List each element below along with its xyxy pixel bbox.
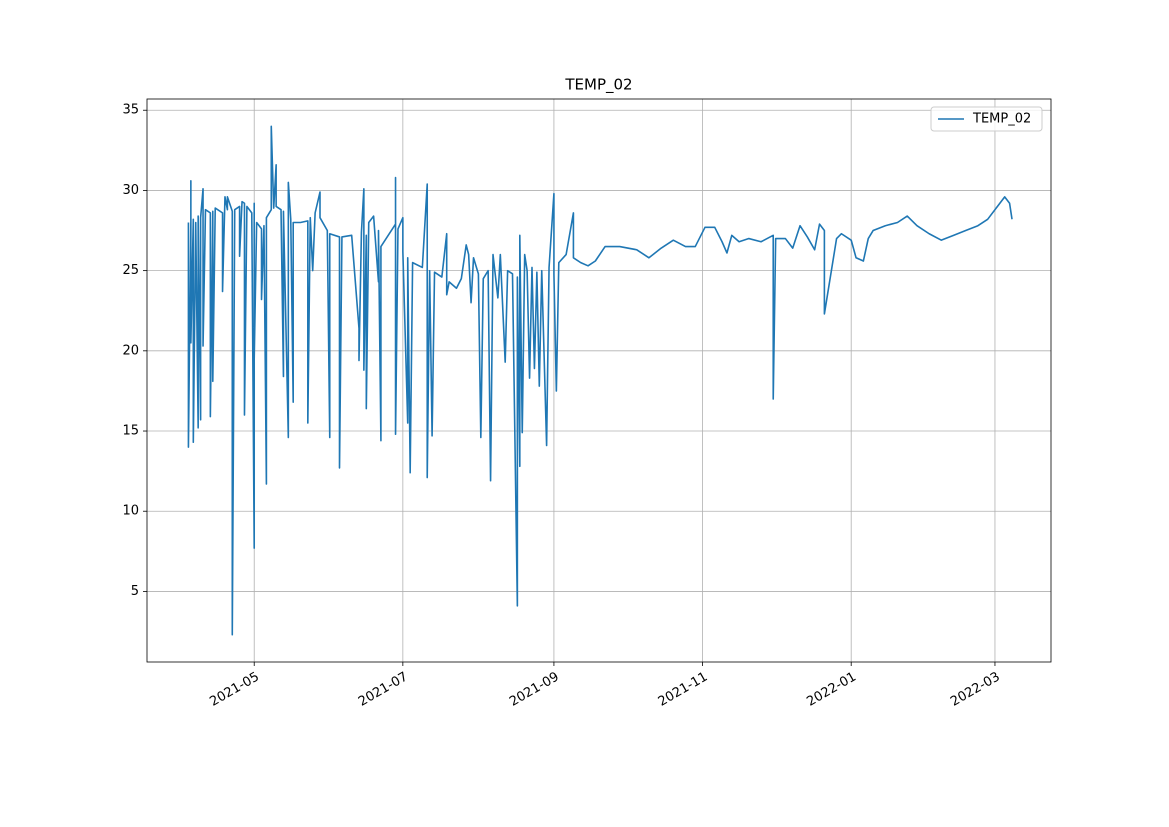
x-tick-label: 2022-03 <box>948 670 1003 710</box>
y-tick-label: 30 <box>122 183 139 198</box>
y-tick-label: 25 <box>122 263 139 278</box>
y-tick-label: 20 <box>122 343 139 358</box>
y-tick-label: 15 <box>122 424 139 439</box>
y-tick-label: 10 <box>122 504 139 519</box>
chart-title: TEMP_02 <box>564 76 632 95</box>
legend-box <box>930 106 1043 132</box>
x-tick-label: 2022-01 <box>804 670 859 710</box>
legend-label: TEMP_02 <box>972 112 1031 127</box>
legend: TEMP_02 <box>930 106 1043 132</box>
y-tick-label: 5 <box>131 584 139 599</box>
data-line <box>187 125 1013 636</box>
x-tick-label: 2021-09 <box>507 670 562 710</box>
x-tick-label: 2021-11 <box>656 670 711 710</box>
x-tick-label: 2021-05 <box>207 670 262 710</box>
plot-frame <box>146 98 1052 663</box>
y-tick-label: 35 <box>122 103 139 118</box>
x-tick-label: 2021-07 <box>356 670 411 710</box>
